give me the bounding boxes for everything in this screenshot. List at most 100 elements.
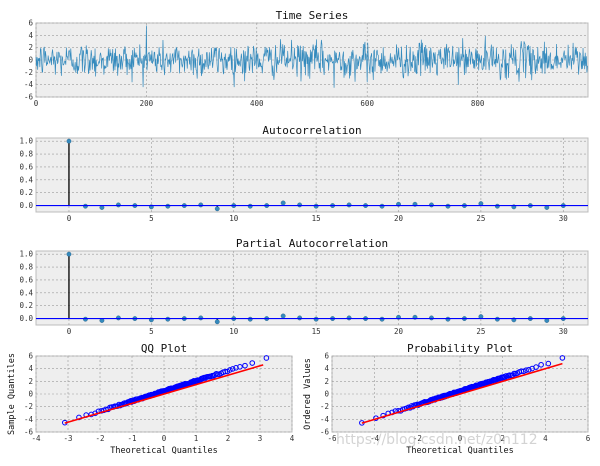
y-tick-label: 1.0 <box>19 137 33 146</box>
chart-title: Time Series <box>276 9 349 22</box>
x-tick-label: 200 <box>140 99 154 108</box>
stem-marker <box>445 316 451 322</box>
y-tick-label: 0.6 <box>19 275 33 284</box>
fit-line <box>64 364 264 424</box>
x-tick-label: 5 <box>149 214 154 223</box>
fit-line <box>361 362 563 424</box>
x-tick-label: 20 <box>394 214 404 223</box>
x-tick-label: 3 <box>258 434 263 443</box>
x-tick-label: 2 <box>500 434 505 443</box>
stem-marker <box>66 251 72 257</box>
data-point <box>263 355 270 361</box>
x-tick-label: 0 <box>458 434 463 443</box>
stem-marker <box>297 315 303 321</box>
y-tick-label: 0.6 <box>19 162 33 171</box>
x-tick-label: 15 <box>312 327 321 336</box>
stem-marker <box>280 200 286 206</box>
x-tick-label: -2 <box>95 434 104 443</box>
x-tick-label: 25 <box>476 214 485 223</box>
stem-marker <box>115 315 121 321</box>
stem-marker <box>83 316 88 322</box>
x-tick-label: 4 <box>543 434 548 443</box>
y-tick-label: 0.2 <box>19 301 33 310</box>
data-point <box>545 360 552 367</box>
stem-marker <box>214 319 220 325</box>
data-point <box>526 366 532 373</box>
x-tick-label: -3 <box>63 434 72 443</box>
stem-marker <box>429 315 434 321</box>
x-axis-label: Theoretical Quantiles <box>406 446 513 456</box>
y-tick-label: 2 <box>324 377 329 386</box>
x-tick-label: 20 <box>394 327 404 336</box>
y-tick-label: 0.8 <box>19 263 33 272</box>
stem-marker <box>66 138 72 144</box>
data-point <box>503 373 509 379</box>
stem-marker <box>83 203 88 209</box>
x-tick-label: 1 <box>194 434 199 443</box>
y-tick-label: 0.2 <box>19 188 33 197</box>
x-tick-label: 0 <box>162 434 167 443</box>
data-point <box>559 355 566 361</box>
data-point <box>538 361 544 368</box>
stem-marker <box>297 202 303 208</box>
x-tick-label: 25 <box>476 327 485 336</box>
x-tick-label: 400 <box>250 99 264 108</box>
y-tick-label: 4 <box>28 364 33 373</box>
x-tick-label: -4 <box>31 434 41 443</box>
y-tick-label: -2 <box>24 68 33 77</box>
y-axis-label: Ordered Values <box>303 358 313 430</box>
stem-marker <box>247 316 253 322</box>
stem-marker <box>198 315 204 321</box>
stem-marker <box>494 316 500 322</box>
x-tick-label: 800 <box>471 99 485 108</box>
x-tick-label: 30 <box>559 327 569 336</box>
stem-marker <box>280 313 286 319</box>
y-tick-label: 0.0 <box>19 201 33 210</box>
data-point <box>237 364 243 370</box>
stem-marker <box>198 202 204 208</box>
stem-marker <box>445 203 451 209</box>
data-point <box>249 360 256 366</box>
data-point <box>227 367 233 373</box>
y-tick-label: -6 <box>320 428 330 437</box>
data-point <box>229 366 236 372</box>
stem-marker <box>379 203 385 209</box>
y-tick-label: 1.0 <box>19 250 33 259</box>
x-tick-label: 600 <box>360 99 374 108</box>
x-axis-label: Theoretical Quantiles <box>110 446 217 456</box>
data-point <box>222 368 228 375</box>
stem-marker <box>494 203 500 209</box>
x-tick-label: 5 <box>149 327 154 336</box>
x-tick-label: 30 <box>559 214 569 223</box>
x-tick-label: -1 <box>127 434 136 443</box>
y-tick-label: 0.8 <box>19 150 33 159</box>
y-tick-label: 0 <box>28 390 33 399</box>
chart-title: Partial Autocorrelation <box>236 237 388 250</box>
x-tick-label: 0 <box>67 214 72 223</box>
watermark-text: https://blog.csdn.net/z0n112 <box>336 432 538 448</box>
y-tick-label: -2 <box>24 402 33 411</box>
y-tick-label: 6 <box>28 19 33 28</box>
x-tick-label: -6 <box>327 434 337 443</box>
stem-marker <box>165 203 171 209</box>
y-tick-label: -6 <box>24 428 34 437</box>
x-tick-label: 2 <box>226 434 231 443</box>
y-tick-label: 0.4 <box>19 175 33 184</box>
stem-marker <box>214 206 220 212</box>
y-tick-label: -4 <box>24 415 34 424</box>
x-tick-label: 6 <box>586 434 591 443</box>
x-tick-label: 4 <box>290 434 295 443</box>
x-tick-label: -4 <box>370 434 380 443</box>
data-point <box>242 362 248 369</box>
y-tick-label: 0.4 <box>19 288 33 297</box>
x-tick-label: 15 <box>312 214 321 223</box>
stem-marker <box>165 316 171 322</box>
chart-title: Probability Plot <box>407 342 513 355</box>
y-tick-label: 4 <box>28 31 33 40</box>
x-tick-label: 10 <box>229 327 239 336</box>
y-tick-label: -6 <box>24 93 34 102</box>
x-tick-label: 0 <box>67 327 72 336</box>
data-point <box>523 367 529 374</box>
x-tick-label: -2 <box>413 434 422 443</box>
